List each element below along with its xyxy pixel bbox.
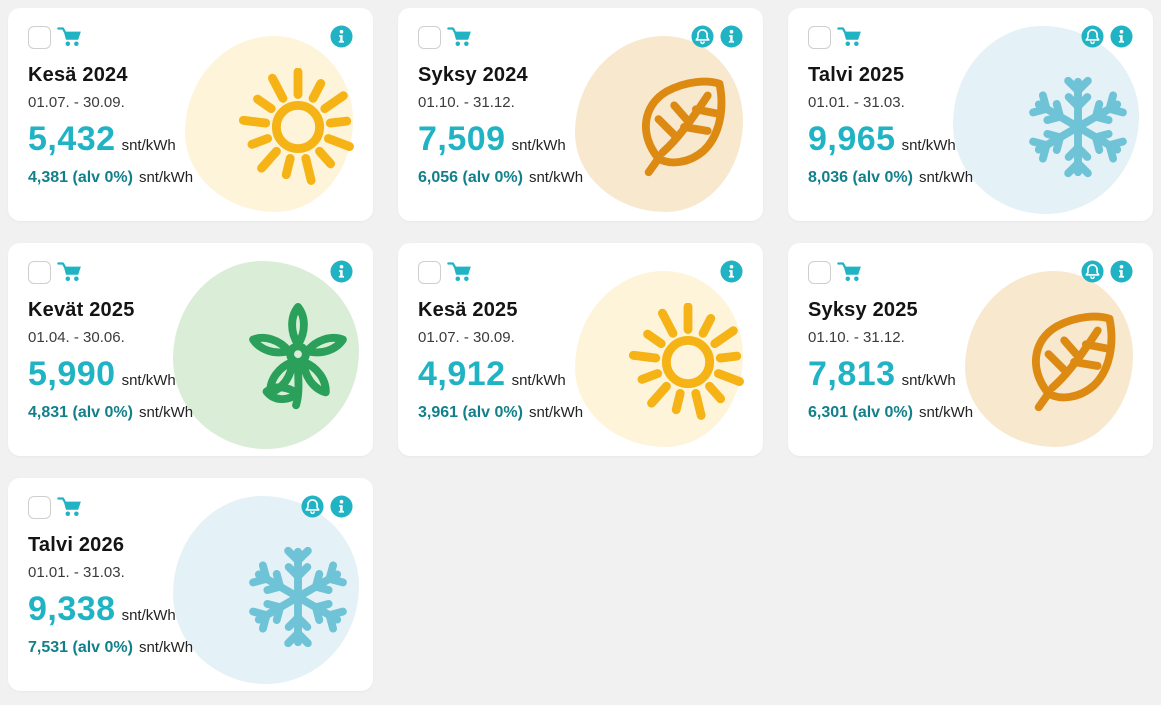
price-without-vat: 4,381 (alv 0%) bbox=[28, 169, 133, 186]
sun-icon bbox=[628, 302, 747, 421]
price-unit: snt/kWh bbox=[528, 169, 584, 186]
price-with-vat: 5,990 bbox=[28, 355, 116, 393]
card-date-range: 01.10. - 31.12. bbox=[418, 94, 515, 111]
price-unit: snt/kWh bbox=[138, 169, 194, 186]
select-for-cart-control bbox=[28, 260, 84, 284]
cart-icon bbox=[447, 260, 474, 284]
select-for-cart-control bbox=[418, 260, 474, 284]
info-icon[interactable] bbox=[330, 25, 353, 48]
leaf-icon bbox=[1019, 303, 1137, 421]
price-without-vat: 6,056 (alv 0%) bbox=[418, 169, 523, 186]
price-unit: snt/kWh bbox=[511, 137, 566, 154]
select-checkbox[interactable] bbox=[808, 260, 831, 284]
card-title: Syksy 2025 bbox=[808, 299, 918, 321]
price-card: Kevät 2025 01.04. - 30.06. 5,990 snt/kWh… bbox=[8, 243, 373, 456]
cart-icon bbox=[57, 25, 84, 49]
price-with-vat: 9,965 bbox=[808, 120, 896, 158]
bell-icon[interactable] bbox=[1081, 25, 1104, 48]
cart-icon bbox=[57, 495, 84, 519]
select-checkbox[interactable] bbox=[28, 260, 51, 284]
bell-icon[interactable] bbox=[1081, 260, 1104, 283]
price-with-vat: 5,432 bbox=[28, 120, 116, 158]
price-unit: snt/kWh bbox=[121, 607, 176, 624]
card-date-range: 01.07. - 30.09. bbox=[28, 94, 125, 111]
card-date-range: 01.07. - 30.09. bbox=[418, 329, 515, 346]
price-card: Kesä 2025 01.07. - 30.09. 4,912 snt/kWh … bbox=[398, 243, 763, 456]
card-date-range: 01.01. - 31.03. bbox=[28, 564, 125, 581]
price-unit: snt/kWh bbox=[121, 137, 176, 154]
snowflake-icon bbox=[239, 538, 357, 656]
info-icon[interactable] bbox=[330, 260, 353, 283]
info-icon[interactable] bbox=[330, 495, 353, 518]
price-card: Syksy 2024 01.10. - 31.12. 7,509 snt/kWh… bbox=[398, 8, 763, 221]
price-card: Kesä 2024 01.07. - 30.09. 5,432 snt/kWh … bbox=[8, 8, 373, 221]
cart-icon bbox=[837, 25, 864, 49]
price-with-vat: 7,813 bbox=[808, 355, 896, 393]
select-for-cart-control bbox=[808, 260, 864, 284]
card-date-range: 01.04. - 30.06. bbox=[28, 329, 125, 346]
cart-icon bbox=[57, 260, 84, 284]
price-without-vat: 4,831 (alv 0%) bbox=[28, 404, 133, 421]
select-checkbox[interactable] bbox=[808, 25, 831, 49]
price-without-vat: 3,961 (alv 0%) bbox=[418, 404, 523, 421]
price-unit: snt/kWh bbox=[901, 137, 956, 154]
info-icon[interactable] bbox=[720, 260, 743, 283]
card-title: Talvi 2025 bbox=[808, 64, 905, 86]
leaf-icon bbox=[629, 68, 747, 186]
card-date-range: 01.01. - 31.03. bbox=[808, 94, 905, 111]
select-checkbox[interactable] bbox=[28, 25, 51, 49]
card-title: Kevät 2025 bbox=[28, 299, 135, 321]
price-unit: snt/kWh bbox=[511, 372, 566, 389]
card-title: Kesä 2024 bbox=[28, 64, 128, 86]
bell-icon[interactable] bbox=[301, 495, 324, 518]
price-unit: snt/kWh bbox=[528, 404, 584, 421]
card-date-range: 01.10. - 31.12. bbox=[808, 329, 905, 346]
select-checkbox[interactable] bbox=[28, 495, 51, 519]
select-for-cart-control bbox=[28, 495, 84, 519]
cart-icon bbox=[837, 260, 864, 284]
price-card: Syksy 2025 01.10. - 31.12. 7,813 snt/kWh… bbox=[788, 243, 1153, 456]
price-with-vat: 4,912 bbox=[418, 355, 506, 393]
info-icon[interactable] bbox=[720, 25, 743, 48]
season-blob bbox=[173, 261, 359, 449]
select-for-cart-control bbox=[28, 25, 84, 49]
price-with-vat: 9,338 bbox=[28, 590, 116, 628]
price-without-vat: 7,531 (alv 0%) bbox=[28, 639, 133, 656]
info-icon[interactable] bbox=[1110, 260, 1133, 283]
select-checkbox[interactable] bbox=[418, 260, 441, 284]
select-for-cart-control bbox=[418, 25, 474, 49]
sun-icon bbox=[238, 67, 357, 186]
flower-icon bbox=[239, 303, 357, 421]
select-for-cart-control bbox=[808, 25, 864, 49]
price-with-vat: 7,509 bbox=[418, 120, 506, 158]
snowflake-icon bbox=[1019, 68, 1137, 186]
price-without-vat: 8,036 (alv 0%) bbox=[808, 169, 913, 186]
price-card: Talvi 2025 01.01. - 31.03. 9,965 snt/kWh… bbox=[788, 8, 1153, 221]
price-card: Talvi 2026 01.01. - 31.03. 9,338 snt/kWh… bbox=[8, 478, 373, 691]
select-checkbox[interactable] bbox=[418, 25, 441, 49]
price-unit: snt/kWh bbox=[918, 169, 974, 186]
price-unit: snt/kWh bbox=[901, 372, 956, 389]
price-unit: snt/kWh bbox=[138, 639, 194, 656]
price-unit: snt/kWh bbox=[121, 372, 176, 389]
price-unit: snt/kWh bbox=[918, 404, 974, 421]
cart-icon bbox=[447, 25, 474, 49]
card-title: Talvi 2026 bbox=[28, 534, 125, 556]
info-icon[interactable] bbox=[1110, 25, 1133, 48]
bell-icon[interactable] bbox=[691, 25, 714, 48]
card-title: Kesä 2025 bbox=[418, 299, 518, 321]
card-title: Syksy 2024 bbox=[418, 64, 528, 86]
price-without-vat: 6,301 (alv 0%) bbox=[808, 404, 913, 421]
price-unit: snt/kWh bbox=[138, 404, 194, 421]
